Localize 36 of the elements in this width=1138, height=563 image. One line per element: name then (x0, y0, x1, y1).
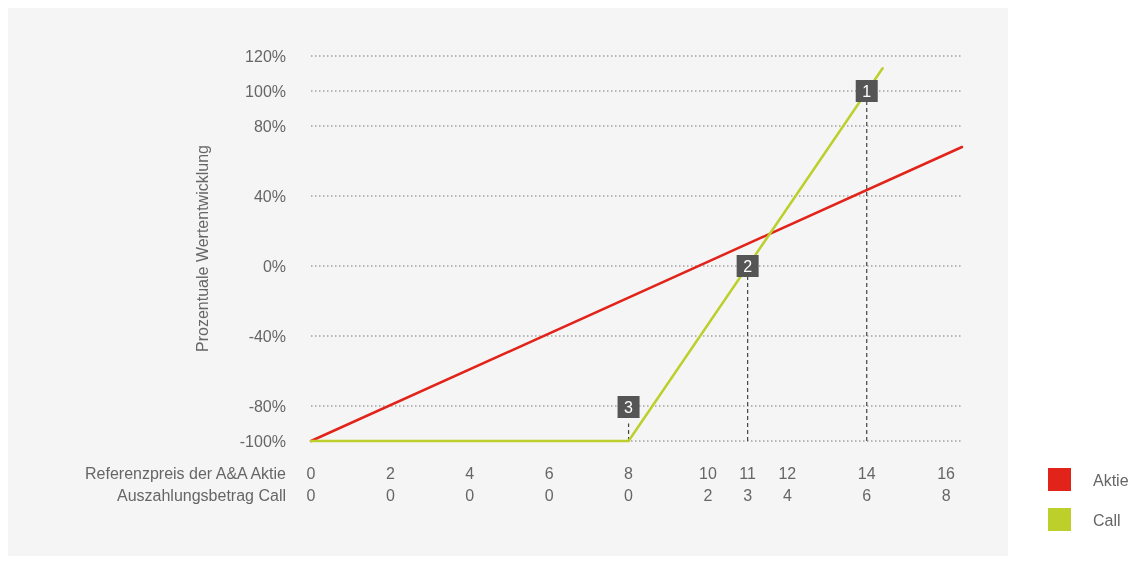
x-tick-label: 4 (465, 465, 475, 482)
text: 4 (782, 487, 792, 504)
legend-label: Call (1093, 511, 1121, 529)
text: 8 (941, 487, 951, 504)
y-tick-label: -40% (248, 327, 286, 345)
y-tick-label: 120% (245, 47, 286, 65)
x-tick-label: 6 (544, 465, 554, 482)
x-axis-title: Referenzpreis der A&A Aktie (85, 465, 287, 482)
text: 6 (862, 487, 872, 504)
annotation: 1 (862, 82, 872, 100)
x-tick-label: 11 (739, 465, 757, 482)
x-tick-label: 16 (937, 465, 956, 482)
y-tick-label: 0% (262, 257, 286, 275)
text: 0 (544, 487, 554, 504)
y-tick-label: -80% (248, 397, 286, 415)
text: 0 (306, 487, 316, 504)
annotation: 2 (743, 257, 753, 275)
y-axis-title: Prozentuale Wertentwicklung (194, 145, 211, 352)
x-tick-label: 12 (778, 465, 797, 482)
y-tick-label: 40% (253, 187, 286, 205)
x-tick-label: 14 (857, 465, 876, 482)
x-tick-label: 2 (385, 465, 395, 482)
legend-label: Aktie (1093, 471, 1129, 489)
y-tick-label: -100% (239, 432, 286, 450)
y-tick-label: 80% (253, 117, 286, 135)
text: Auszahlungsbetrag Call (117, 487, 286, 504)
annotation: 3 (624, 398, 634, 416)
text: 2 (703, 487, 713, 504)
y-tick-label: 100% (245, 82, 286, 100)
text: 0 (624, 487, 634, 504)
text: 0 (465, 487, 475, 504)
text: 0 (385, 487, 395, 504)
x-tick-label: 8 (624, 465, 634, 482)
x-tick-label: 0 (306, 465, 316, 482)
x-tick-label: 10 (699, 465, 717, 482)
text: 3 (743, 487, 753, 504)
